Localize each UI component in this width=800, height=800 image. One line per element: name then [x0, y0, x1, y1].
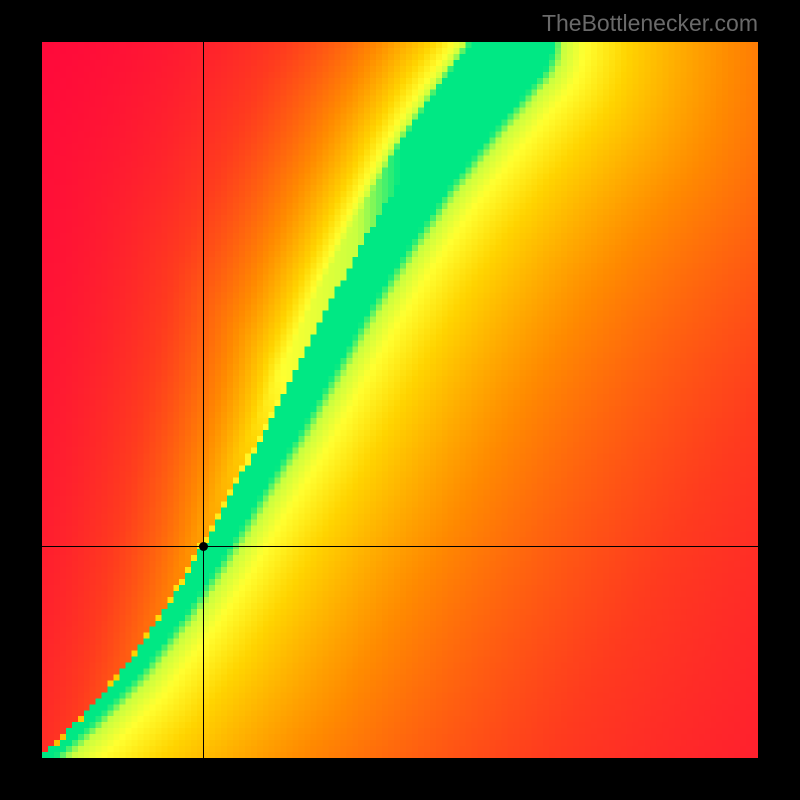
crosshair-horizontal: [42, 546, 758, 547]
chart-container: TheBottlenecker.com: [0, 0, 800, 800]
crosshair-marker: [199, 542, 208, 551]
crosshair-vertical: [203, 42, 204, 758]
bottleneck-heatmap: [42, 42, 758, 758]
watermark-text: TheBottlenecker.com: [542, 10, 758, 37]
